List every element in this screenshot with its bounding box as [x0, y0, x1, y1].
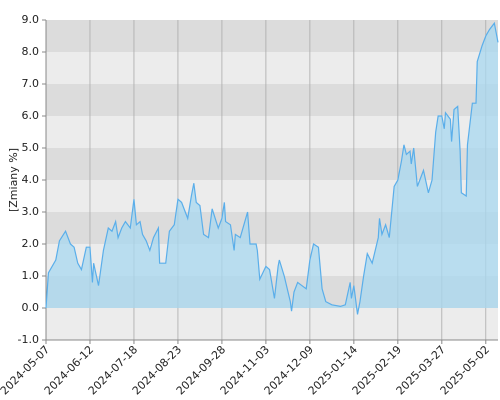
y-tick-label: 7.0 — [22, 77, 40, 90]
y-tick-label: 6.0 — [22, 109, 40, 122]
y-tick-label: 3.0 — [22, 205, 40, 218]
band — [46, 84, 498, 116]
y-tick-label: 0.0 — [22, 301, 40, 314]
band — [46, 308, 498, 340]
line — [45, 21, 499, 315]
data — [45, 21, 499, 315]
y-tick-label: 8.0 — [22, 45, 40, 58]
band — [46, 52, 498, 84]
y-tick-label: -1.0 — [18, 333, 39, 346]
band — [46, 148, 498, 180]
y-tick-label: 2.0 — [22, 237, 40, 250]
y-axis-label: [Zmiany %] — [7, 148, 20, 212]
y-tick-label: 5.0 — [22, 141, 40, 154]
y-tick-label: 1.0 — [22, 269, 40, 282]
area-fill — [46, 23, 498, 315]
band — [46, 116, 498, 148]
y-tick-label: 9.0 — [22, 13, 40, 26]
band — [46, 20, 498, 52]
y-tick-label: 4.0 — [22, 173, 40, 186]
